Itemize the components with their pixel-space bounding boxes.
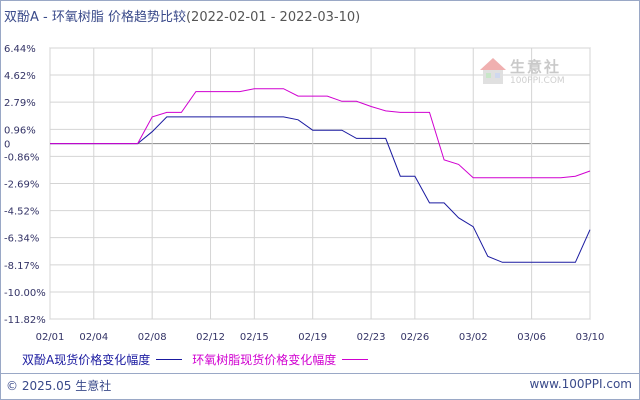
y-tick-label: -4.52%: [4, 207, 39, 218]
x-tick-label: 02/15: [240, 332, 269, 343]
title-date-range: (2022-02-01 - 2022-03-10): [185, 10, 361, 25]
y-tick-label: 0.96%: [4, 125, 36, 136]
title-main: 双酚A - 环氧树脂 价格趋势比较: [4, 10, 186, 25]
footer-divider: [1, 373, 639, 374]
series-line-b: [50, 88, 591, 179]
legend-swatch-series-b: [342, 359, 369, 360]
legend-label-series-b: 环氧树脂现货价格变化幅度: [192, 353, 337, 367]
house-logo-icon: [480, 58, 506, 84]
series-line-a: [50, 116, 591, 263]
legend-label-series-a: 双酚A现货价格变化幅度: [22, 353, 151, 367]
x-tick-label: 02/08: [138, 332, 167, 343]
x-tick-label: 02/04: [79, 332, 108, 343]
x-tick-label: 02/19: [298, 332, 327, 343]
footer-copyright: © 2025.05 生意社: [6, 379, 112, 393]
legend-item-series-b: 环氧树脂现货价格变化幅度: [192, 351, 369, 368]
y-tick-label: -6.34%: [4, 234, 39, 245]
x-tick-label: 02/23: [357, 332, 386, 343]
x-tick-label: 03/06: [517, 332, 546, 343]
watermark-logo: 生意社 100PPI.COM: [478, 54, 588, 94]
x-tick-label: 03/02: [459, 332, 488, 343]
y-tick-label: -2.69%: [4, 180, 39, 191]
legend-swatch-series-a: [156, 359, 183, 360]
y-tick-label: -10.00%: [4, 288, 46, 299]
y-tick-label: -11.82%: [4, 315, 46, 326]
footer: © 2025.05 生意社 www.100PPI.com: [6, 377, 632, 394]
x-tick-label: 02/26: [400, 332, 429, 343]
y-tick-label: 4.62%: [4, 71, 36, 82]
y-tick-label: 2.79%: [4, 98, 36, 109]
x-tick-label: 03/10: [576, 332, 605, 343]
watermark-url: 100PPI.COM: [510, 76, 565, 86]
y-tick-label: 6.44%: [4, 44, 36, 55]
x-tick-label: 02/01: [36, 332, 65, 343]
watermark-name: 生意社: [510, 58, 562, 76]
y-tick-label: -8.17%: [4, 261, 39, 272]
footer-site-link[interactable]: www.100PPI.com: [529, 377, 632, 391]
y-tick-label: 0: [4, 140, 10, 151]
chart-title: 双酚A - 环氧树脂 价格趋势比较(2022-02-01 - 2022-03-1…: [4, 6, 360, 25]
x-tick-label: 02/12: [196, 332, 225, 343]
chart-legend: 双酚A现货价格变化幅度 环氧树脂现货价格变化幅度: [22, 351, 378, 368]
legend-item-series-a: 双酚A现货价格变化幅度: [22, 351, 183, 368]
y-tick-label: -0.86%: [4, 152, 39, 163]
